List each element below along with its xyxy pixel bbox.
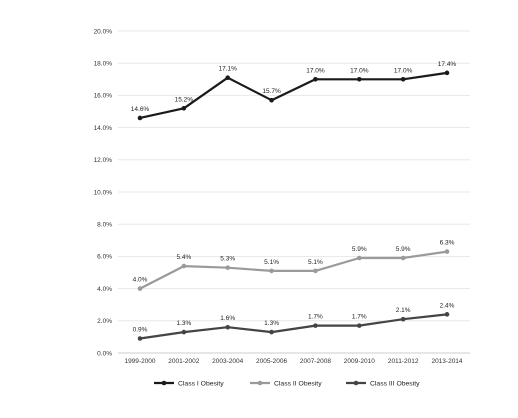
data-label: 5.1% [308,259,323,266]
data-point [181,105,187,111]
data-point [269,268,274,274]
data-labels: 14.6% 15.2% 17.1% 15.7% 17.0% 17.0% 17.0% 17.4%… [131,61,457,334]
y-tick-label: 16.0% [94,93,113,100]
data-point [444,249,450,254]
data-point [444,70,450,76]
x-tick-label: 2005-2006 [256,358,287,365]
data-label: 5.1% [264,259,279,266]
data-label: 17.0% [350,67,369,74]
data-label: 5.4% [176,254,191,261]
axes: 0.0% 2.0% 4.0% 6.0% 8.0% 10.0% 12.0% 14.0% 16.0%… [94,28,470,365]
data-label: 1.7% [352,314,367,321]
series-line-3 [139,313,448,340]
data-point [225,324,231,330]
data-point [444,312,450,317]
y-tick-label: 18.0% [94,61,113,68]
y-tick-label: 14.0% [94,125,113,132]
legend-label: Class III Obesity [370,380,420,387]
data-label: 0.9% [133,327,148,334]
data-point [313,77,318,82]
data-point [356,323,362,328]
legend-label: Class II Obesity [274,380,322,387]
data-label: 5.3% [220,256,235,263]
legend-label: Class I Obesity [178,380,224,387]
data-label: 1.3% [264,320,279,327]
data-point [313,268,318,274]
data-label: 1.6% [220,315,235,322]
y-tick-label: 8.0% [97,222,112,229]
y-tick-label: 20.0% [94,28,113,35]
data-label: 17.0% [394,67,413,74]
x-tick-label: 2007-2008 [300,358,331,365]
y-tick-label: 10.0% [94,189,113,196]
data-point [137,336,143,341]
data-label: 6.3% [440,240,455,247]
series-line-1 [139,71,448,119]
legend-item: Class II Obesity [250,380,322,387]
data-point [356,77,362,82]
series-line-2 [139,250,448,290]
legend-item: Class III Obesity [346,380,420,387]
data-label: 15.7% [262,88,281,95]
data-label: 15.2% [175,96,194,103]
x-tick-label: 2003-2004 [212,358,243,365]
y-tick-label: 0.0% [97,350,112,357]
data-label: 17.0% [306,67,325,74]
x-tick-label: 2001-2002 [168,358,199,365]
y-tick-label: 2.0% [97,318,112,325]
gridlines [118,30,470,322]
legend-marker [353,380,359,386]
data-label: 5.9% [396,246,411,253]
data-point [181,263,187,269]
data-label: 1.7% [308,314,323,321]
x-tick-label: 1999-2000 [124,358,155,365]
data-label: 14.6% [131,106,150,113]
y-tick-label: 6.0% [97,254,112,261]
series [137,70,450,341]
data-label: 2.1% [396,307,411,314]
data-point [356,255,362,261]
legend-marker [161,380,167,386]
data-point [400,77,406,82]
legend-marker [257,380,263,386]
data-point [225,75,231,80]
data-label: 17.1% [218,66,237,73]
data-point [400,255,406,261]
data-point [269,329,274,335]
legend-item: Class I Obesity [154,380,224,387]
y-tick-label: 12.0% [94,157,113,164]
x-tick-label: 2011-2012 [388,358,419,365]
data-label: 1.3% [176,320,191,327]
data-point [225,265,231,270]
data-point [269,97,274,103]
data-label: 4.0% [133,277,148,284]
x-tick-label: 2013-2014 [431,358,462,365]
data-point [137,286,143,291]
data-label: 2.4% [440,302,455,309]
data-label: 5.9% [352,246,367,253]
data-point [400,316,406,322]
data-point [181,329,187,335]
data-point [137,115,143,121]
data-point [313,323,318,328]
data-label: 17.4% [438,61,457,68]
legend: Class I Obesity Class II Obesity Class III… [154,380,420,387]
y-tick-label: 4.0% [97,286,112,293]
x-tick-label: 2009-2010 [344,358,375,365]
